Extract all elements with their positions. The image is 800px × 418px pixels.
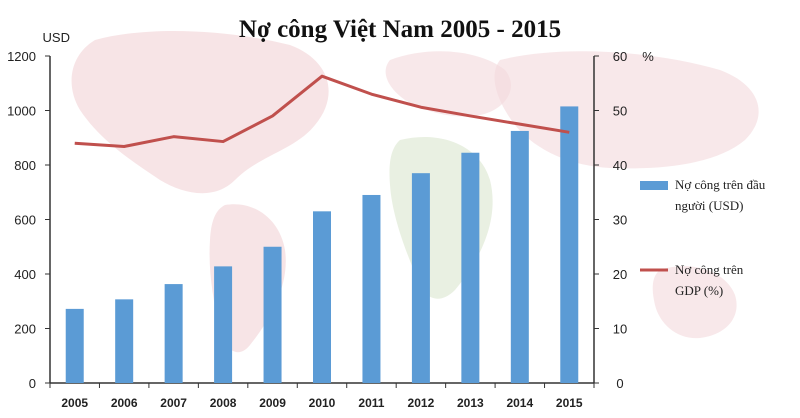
left-tick-label: 200 xyxy=(14,322,36,337)
x-tick-label: 2011 xyxy=(358,396,384,410)
bar-2005 xyxy=(65,308,84,383)
left-tick-label: 1000 xyxy=(7,104,36,119)
right-tick-label: 10 xyxy=(613,322,627,337)
x-tick-label: 2007 xyxy=(160,396,187,410)
line-series xyxy=(74,74,570,148)
bar-2010 xyxy=(313,211,331,383)
bar-2007 xyxy=(164,284,183,383)
chart-title: Nợ công Việt Nam 2005 - 2015 xyxy=(239,16,561,43)
right-axis-unit: % xyxy=(642,49,654,64)
right-tick-label: 0 xyxy=(616,376,623,391)
x-tick-label: 2010 xyxy=(309,396,336,410)
left-tick-label: 400 xyxy=(14,267,36,282)
x-tick-label: 2014 xyxy=(506,396,533,410)
x-tick-label: 2015 xyxy=(556,396,583,410)
right-tick-label: 50 xyxy=(613,104,627,119)
right-tick-label: 60 xyxy=(613,49,627,64)
left-tick-label: 800 xyxy=(14,158,36,173)
right-tick-label: 30 xyxy=(613,213,627,228)
left-tick-label: 600 xyxy=(14,213,36,228)
x-tick-label: 2006 xyxy=(111,396,138,410)
x-tick-label: 2013 xyxy=(457,396,484,410)
bar-2013 xyxy=(461,152,480,383)
left-tick-label: 0 xyxy=(29,376,36,391)
x-tick-label: 2012 xyxy=(408,396,435,410)
legend-line-label: Nợ công trên GDP (%) xyxy=(675,262,744,298)
bar-2014 xyxy=(510,130,529,383)
x-tick-label: 2009 xyxy=(259,396,286,410)
bar-series xyxy=(65,106,579,383)
legend-bar-label: Nợ công trên đầu người (USD) xyxy=(675,177,766,213)
left-axis-unit: USD xyxy=(43,30,70,45)
x-tick-label: 2005 xyxy=(61,396,88,410)
bar-2015 xyxy=(560,106,579,383)
x-tick-label: 2008 xyxy=(210,396,237,410)
right-tick-label: 20 xyxy=(613,267,627,282)
left-tick-label: 1200 xyxy=(7,49,36,64)
bar-2009 xyxy=(263,246,282,383)
bar-2006 xyxy=(115,299,134,383)
bar-2011 xyxy=(362,194,381,383)
bar-2008 xyxy=(214,266,233,383)
axis-labels: 0 200 400 600 800 1000 1200 0 10 20 30 40 50 60 USD% 20… xyxy=(7,30,654,410)
legend-bar-swatch xyxy=(640,181,668,190)
right-tick-label: 40 xyxy=(613,158,627,173)
legend: Nợ công trên đầu người (USD) Nợ công trên G… xyxy=(640,177,766,298)
bar-2012 xyxy=(411,173,430,383)
